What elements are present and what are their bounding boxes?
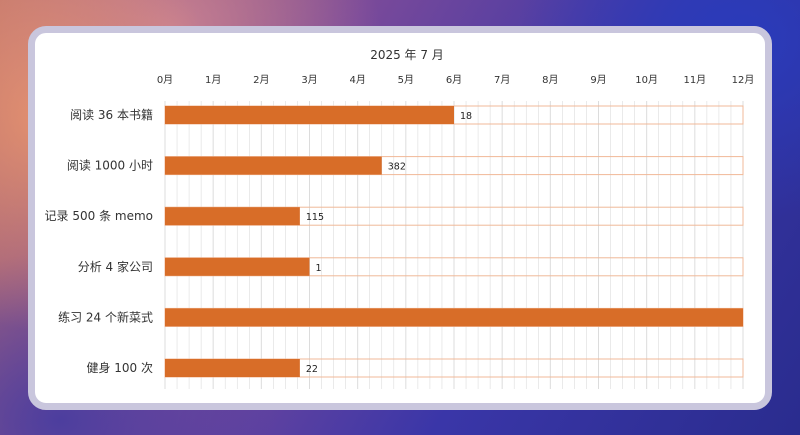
x-tick-label: 8月 [542,74,558,86]
x-tick-label: 7月 [494,74,510,86]
bar [165,156,382,175]
x-tick-label: 0月 [157,74,173,86]
bar [165,308,743,327]
data-label: 18 [460,111,472,122]
x-tick-label: 4月 [349,74,365,86]
bar [165,359,300,377]
data-label: 382 [388,162,406,173]
x-tick-label: 10月 [635,74,658,86]
x-tick-label: 9月 [590,74,606,86]
category-label: 阅读 36 本书籍 [70,107,153,122]
category-label: 健身 100 次 [86,360,153,375]
data-label: 22 [306,364,318,375]
category-label: 分析 4 家公司 [78,259,153,274]
category-label: 阅读 1000 小时 [67,159,153,173]
x-tick-label: 5月 [398,74,414,86]
category-label: 记录 500 条 memo [45,209,153,223]
x-tick-label: 12月 [732,74,755,86]
x-tick-label: 3月 [301,74,317,86]
x-tick-label: 6月 [446,74,462,86]
data-label: 1 [316,263,322,274]
bar [165,207,300,226]
x-tick-label: 2月 [253,74,269,86]
category-label: 练习 24 个新菜式 [58,309,153,324]
chart-card: 2025 年 7 月 0月 1月 2月 3月 4月 5月 6月 7月 8月 9月 10月 11月 12月… [28,26,772,410]
gantt-chart: 2025 年 7 月 0月 1月 2月 3月 4月 5月 6月 7月 8月 9月 10月 11月 12月… [45,48,755,389]
x-tick-label: 1月 [205,74,221,86]
bar [165,257,310,276]
data-label: 115 [306,212,324,223]
bar [165,106,454,124]
chart-title: 2025 年 7 月 [370,48,444,62]
x-tick-label: 11月 [683,74,706,86]
